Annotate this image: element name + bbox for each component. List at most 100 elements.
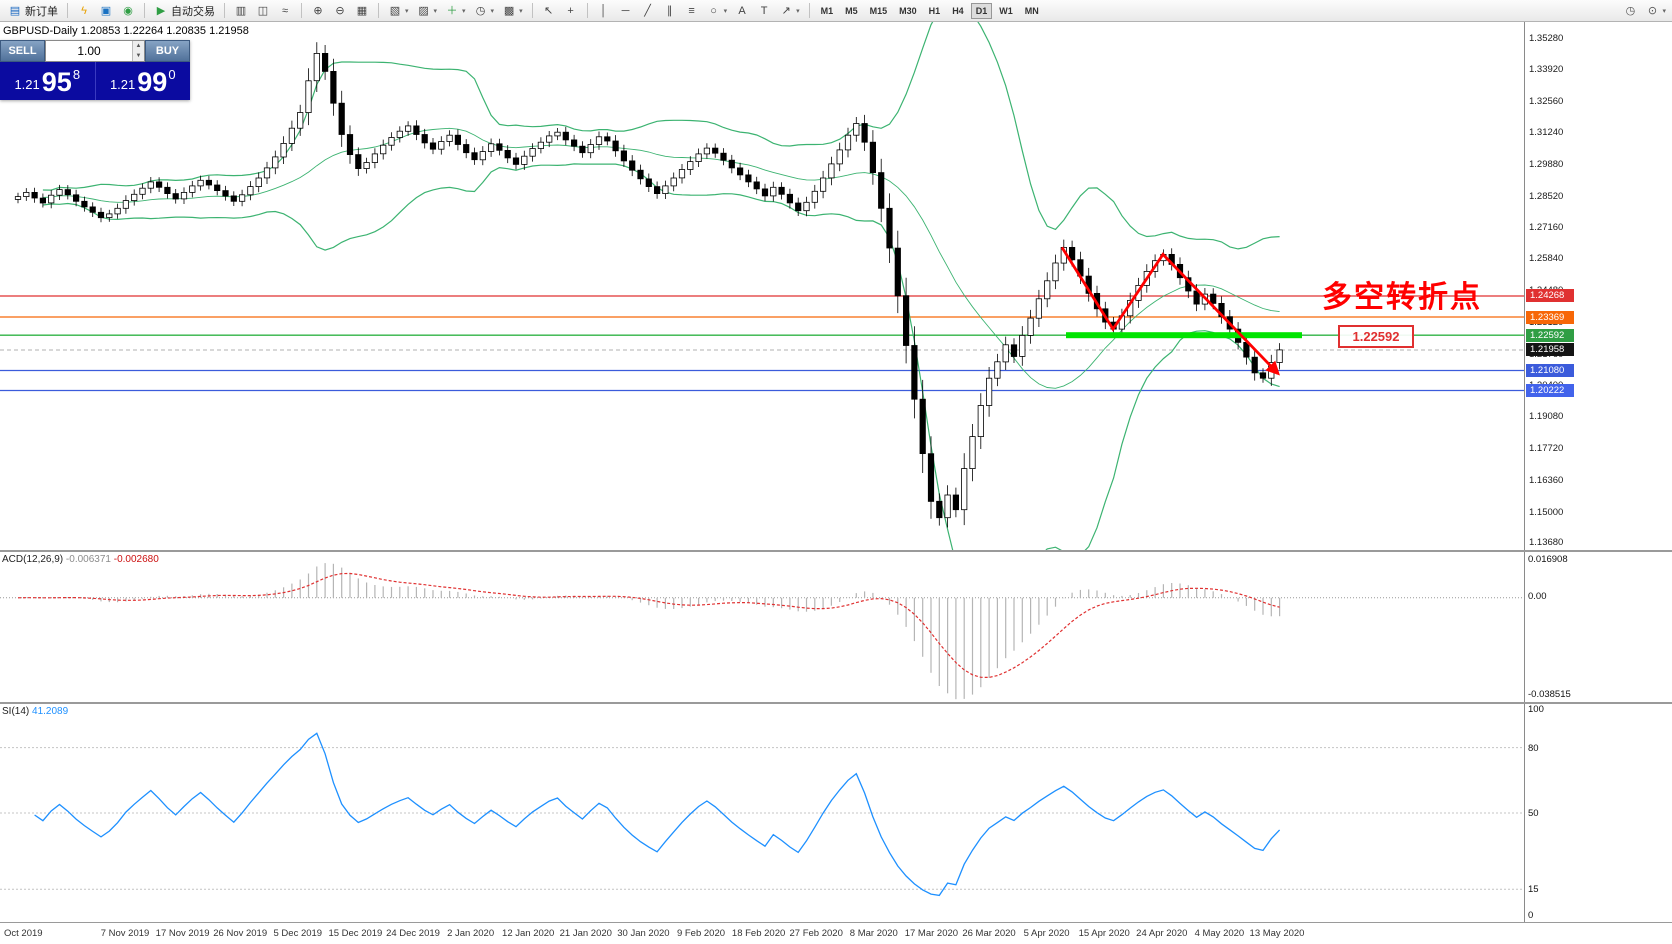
metaeditor-icon: ϟ <box>81 4 87 17</box>
indicators-dropdown-icon[interactable]: ▾ <box>462 7 466 15</box>
search-button[interactable]: ⊙ ▾ <box>1641 1 1670 21</box>
sell-button[interactable]: SELL <box>0 40 45 62</box>
trendline-icon: ╱ <box>644 4 651 17</box>
cursor-icon: ↖ <box>543 4 554 17</box>
volume-up-icon[interactable]: ▲ <box>133 41 144 51</box>
panel-separator[interactable] <box>0 550 1672 552</box>
timeframe-H1[interactable]: H1 <box>928 5 941 16</box>
bollinger-bands <box>42 22 1280 550</box>
text-button[interactable]: A <box>731 1 753 21</box>
price-axis-tick: 1.15000 <box>1529 506 1564 518</box>
panel-separator[interactable] <box>0 702 1672 704</box>
new-chart-button[interactable]: ▧ ▾ <box>384 1 413 21</box>
profiles-button[interactable]: ▨ ▾ <box>413 1 442 21</box>
toolbar-right-group: ◷ ⊙ ▾ <box>1617 0 1672 21</box>
text-label-button[interactable]: T <box>753 1 775 21</box>
buy-price-display[interactable]: 1.21 99 0 <box>96 62 191 100</box>
periods-button[interactable]: ◷ ▾ <box>470 1 499 21</box>
crosshair-button[interactable]: + <box>560 1 582 21</box>
new-order-button[interactable]: ▤ 新订单 <box>4 1 62 21</box>
profiles-dropdown-icon[interactable]: ▾ <box>433 7 438 15</box>
arrows-dropdown-icon[interactable]: ▾ <box>796 7 800 15</box>
equidistant-channel-button[interactable]: ∥ <box>659 1 681 21</box>
tile-windows-icon: ▦ <box>356 4 368 17</box>
buy-price-sup: 0 <box>168 67 176 82</box>
volume-stepper[interactable]: ▲ ▼ <box>132 41 144 61</box>
fibonacci-button[interactable]: ≡ <box>681 1 703 21</box>
vertical-line-button[interactable]: │ <box>593 1 615 21</box>
new-chart-dropdown-icon[interactable]: ▾ <box>405 7 409 15</box>
toolbar-group: ϟ ▣ ◉ <box>71 0 141 21</box>
price-level-label-box[interactable]: 1.22592 <box>1338 325 1414 348</box>
periods-dropdown-icon[interactable]: ▾ <box>490 7 495 15</box>
rsi-axis-0: 0 <box>1528 910 1534 921</box>
timeframe-M15[interactable]: M15 <box>869 5 888 16</box>
date-label: 27 Feb 2020 <box>789 928 843 939</box>
templates-icon: ▩ <box>503 4 515 17</box>
date-label: 21 Jan 2020 <box>559 928 612 939</box>
arrows-button[interactable]: ↗ ▾ <box>775 1 804 21</box>
price-axis-tick: 1.32560 <box>1529 96 1564 108</box>
rsi-panel[interactable] <box>0 704 1524 922</box>
horizontal-level-lines[interactable] <box>0 295 1524 392</box>
templates-dropdown-icon[interactable]: ▾ <box>519 7 523 15</box>
indicators-icon: ＋ <box>446 4 458 17</box>
sell-price-display[interactable]: 1.21 95 8 <box>0 62 95 100</box>
volume-input[interactable]: 1.00 ▲ ▼ <box>45 40 145 62</box>
auto-trading-button[interactable]: ▶ 自动交易 <box>150 1 219 21</box>
search-icon: ⊙ <box>1647 4 1658 17</box>
timeframe-MN[interactable]: MN <box>1024 5 1039 16</box>
timeframe-M5[interactable]: M5 <box>845 5 858 16</box>
line-chart-button[interactable]: ≈ <box>274 1 296 21</box>
timeframe-W1[interactable]: W1 <box>999 5 1013 16</box>
rsi-indicator-label: SI(14) 41.2089 <box>2 706 68 717</box>
shapes-dropdown-icon[interactable]: ▾ <box>723 7 728 15</box>
price-axis-tick: 1.35280 <box>1529 32 1564 44</box>
zoom-in-button[interactable]: ⊕ <box>307 1 329 21</box>
date-label: 24 Dec 2019 <box>386 928 440 939</box>
axis-separator <box>0 922 1672 923</box>
crosshair-icon: + <box>567 4 574 17</box>
chart-drawings[interactable] <box>1060 246 1302 376</box>
toolbar-group: ▶ 自动交易 <box>148 0 221 21</box>
chart-annotation-text[interactable]: 多空转折点 <box>1322 281 1482 314</box>
timeframe-D1[interactable]: D1 <box>970 2 993 19</box>
candlestick-chart-button[interactable]: ◫ <box>252 1 274 21</box>
toolbar-separator <box>378 3 379 18</box>
timeframe-M1[interactable]: M1 <box>820 5 834 16</box>
zoom-out-icon: ⊖ <box>335 4 345 17</box>
strategy-tester-button[interactable]: ◉ <box>117 1 139 21</box>
volume-value[interactable]: 1.00 <box>77 44 101 58</box>
main-price-chart[interactable] <box>0 22 1524 550</box>
buy-price-small: 1.21 <box>109 77 136 92</box>
toolbar-group: ⊕ ⊖ ▦ <box>305 0 375 21</box>
zoom-out-button[interactable]: ⊖ <box>329 1 351 21</box>
cursor-button[interactable]: ↖ <box>538 1 560 21</box>
templates-button[interactable]: ▩ ▾ <box>498 1 527 21</box>
timeframe-H4[interactable]: H4 <box>952 5 964 16</box>
horizontal-line-button[interactable]: ─ <box>615 1 637 21</box>
trendline-button[interactable]: ╱ <box>637 1 659 21</box>
sell-price-sup: 8 <box>72 67 81 82</box>
toolbar-group: ▥ ◫ ≈ <box>228 0 298 21</box>
periods-icon: ◷ <box>475 4 486 17</box>
shapes-button[interactable]: ○ ▾ <box>703 1 732 21</box>
date-label: 8 Mar 2020 <box>849 928 898 939</box>
date-label: 12 Jan 2020 <box>502 928 555 939</box>
date-label: 24 Apr 2020 <box>1136 928 1188 939</box>
alerts-button[interactable]: ◷ <box>1619 1 1641 21</box>
indicators-button[interactable]: ＋ ▾ <box>441 1 470 21</box>
timeframe-M30[interactable]: M30 <box>899 5 917 16</box>
volume-down-icon[interactable]: ▼ <box>133 51 144 61</box>
arrows-icon: ↗ <box>781 4 791 17</box>
terminal-button[interactable]: ▣ <box>95 1 117 21</box>
search-dropdown-icon[interactable]: ▾ <box>1662 7 1666 15</box>
new-order-label: 新订单 <box>25 5 58 18</box>
bar-chart-button[interactable]: ▥ <box>230 1 252 21</box>
buy-button[interactable]: BUY <box>145 40 190 62</box>
metaeditor-button[interactable]: ϟ <box>73 1 95 21</box>
zoom-in-icon: ⊕ <box>313 4 323 17</box>
text-label-icon: T <box>760 4 768 17</box>
macd-panel[interactable] <box>0 552 1524 702</box>
tile-windows-button[interactable]: ▦ <box>351 1 373 21</box>
